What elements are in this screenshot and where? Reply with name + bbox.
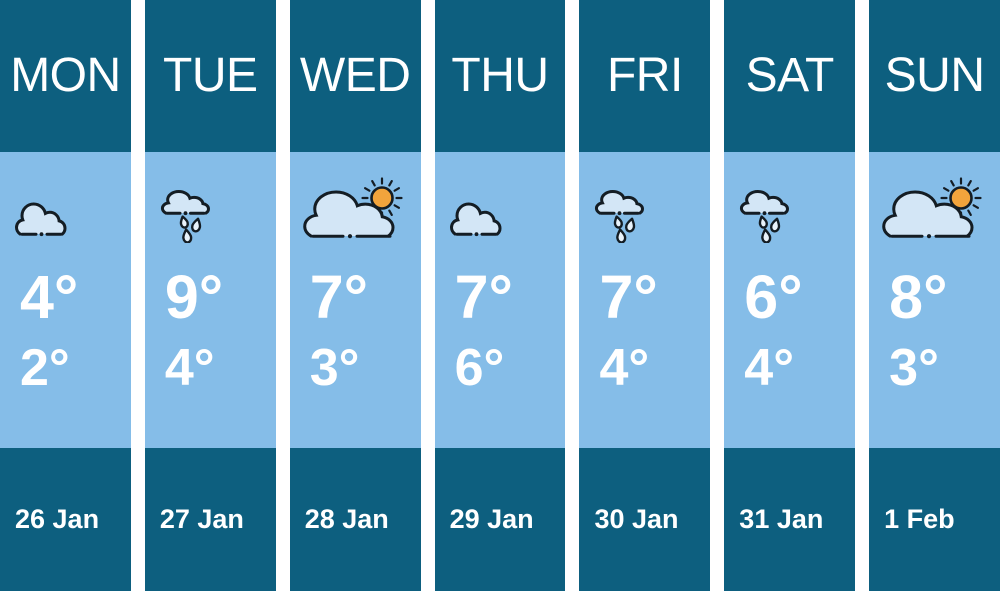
date-label: 26 Jan: [15, 504, 100, 534]
date-label: 29 Jan: [449, 504, 534, 534]
day-header: SUN: [869, 0, 1000, 152]
date-label: 1 Feb: [884, 504, 955, 534]
day-footer: 28 Jan: [289, 448, 421, 591]
high-temperature: 7°: [454, 263, 513, 331]
day-header: THU: [434, 0, 566, 152]
day-column-fri[interactable]: FRI 7° 4° 30 Jan: [579, 0, 711, 591]
high-temperature: 4°: [20, 263, 79, 331]
icon-slot: [724, 152, 855, 238]
high-temperature: 6°: [744, 263, 803, 331]
sun-cloud-icon: [300, 177, 403, 239]
low-temperature: 2°: [20, 339, 70, 397]
icon-slot: [579, 152, 710, 238]
day-body: 6° 4°: [724, 152, 856, 448]
day-header: MON: [0, 0, 131, 152]
rain-icon: [739, 187, 793, 243]
cloud-icon: [449, 202, 502, 237]
day-body: 7° 6°: [434, 152, 566, 448]
low-temperature: 4°: [164, 339, 215, 397]
day-column-mon[interactable]: MON 4° 2° 26 Jan: [0, 0, 131, 591]
rain-icon: [594, 187, 648, 243]
cloud-icon: [15, 202, 67, 237]
day-body: 7° 3°: [289, 152, 421, 448]
low-temperature: 3°: [309, 339, 360, 397]
low-temperature: 3°: [889, 339, 939, 397]
high-temperature: 7°: [309, 263, 369, 331]
icon-slot: [0, 152, 131, 238]
high-temperature: 8°: [889, 263, 948, 331]
day-footer: 1 Feb: [869, 448, 1000, 591]
date-label: 31 Jan: [739, 504, 824, 534]
day-footer: 30 Jan: [579, 448, 711, 591]
date-label: 28 Jan: [304, 504, 389, 534]
icon-slot: [869, 152, 1000, 239]
day-name-label: SAT: [745, 49, 835, 102]
day-column-wed[interactable]: WED 7° 3°: [289, 0, 421, 591]
day-body: 7° 4°: [579, 152, 711, 448]
day-footer: 27 Jan: [144, 448, 276, 591]
low-temperature: 4°: [599, 339, 650, 397]
date-label: 30 Jan: [594, 504, 679, 534]
low-temperature: 4°: [744, 339, 795, 397]
day-body: 8° 3°: [869, 152, 1000, 448]
sun-cloud-icon: [879, 177, 982, 239]
day-name-label: WED: [299, 49, 411, 102]
high-temperature: 7°: [599, 263, 658, 331]
day-footer: 26 Jan: [0, 448, 131, 591]
low-temperature: 6°: [454, 339, 505, 397]
day-header: WED: [289, 0, 421, 152]
day-name-label: THU: [451, 49, 549, 102]
day-name-label: FRI: [606, 49, 683, 102]
day-header: SAT: [724, 0, 856, 152]
day-header: TUE: [144, 0, 276, 152]
day-name-label: TUE: [163, 49, 258, 102]
icon-slot: [435, 152, 566, 238]
icon-slot: [145, 152, 276, 238]
day-name-label: MON: [10, 49, 121, 102]
icon-slot: [290, 152, 421, 239]
day-column-sun[interactable]: SUN 8° 3°: [869, 0, 1000, 591]
day-body: 9° 4°: [144, 152, 276, 448]
date-label: 27 Jan: [159, 504, 244, 534]
day-name-label: SUN: [884, 49, 985, 102]
day-body: 4° 2°: [0, 152, 131, 448]
day-column-sat[interactable]: SAT 6° 4° 31 Jan: [724, 0, 856, 591]
day-footer: 29 Jan: [434, 448, 566, 591]
rain-icon: [160, 187, 214, 243]
day-footer: 31 Jan: [724, 448, 856, 591]
day-column-tue[interactable]: TUE 9° 4° 27 Jan: [144, 0, 276, 591]
day-column-thu[interactable]: THU 7° 6° 29 Jan: [434, 0, 566, 591]
day-header: FRI: [579, 0, 711, 152]
high-temperature: 9°: [164, 263, 224, 331]
